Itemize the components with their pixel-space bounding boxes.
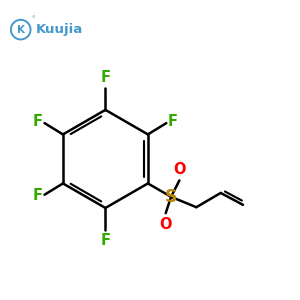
Text: F: F bbox=[100, 70, 110, 85]
Text: O: O bbox=[174, 162, 186, 177]
Text: F: F bbox=[100, 232, 110, 247]
Text: F: F bbox=[33, 188, 43, 203]
Text: F: F bbox=[33, 114, 43, 129]
Text: O: O bbox=[159, 217, 171, 232]
Text: K: K bbox=[17, 25, 25, 34]
Text: °: ° bbox=[32, 16, 35, 22]
Text: F: F bbox=[168, 114, 178, 129]
Text: S: S bbox=[165, 188, 177, 206]
Text: Kuujia: Kuujia bbox=[35, 23, 82, 36]
